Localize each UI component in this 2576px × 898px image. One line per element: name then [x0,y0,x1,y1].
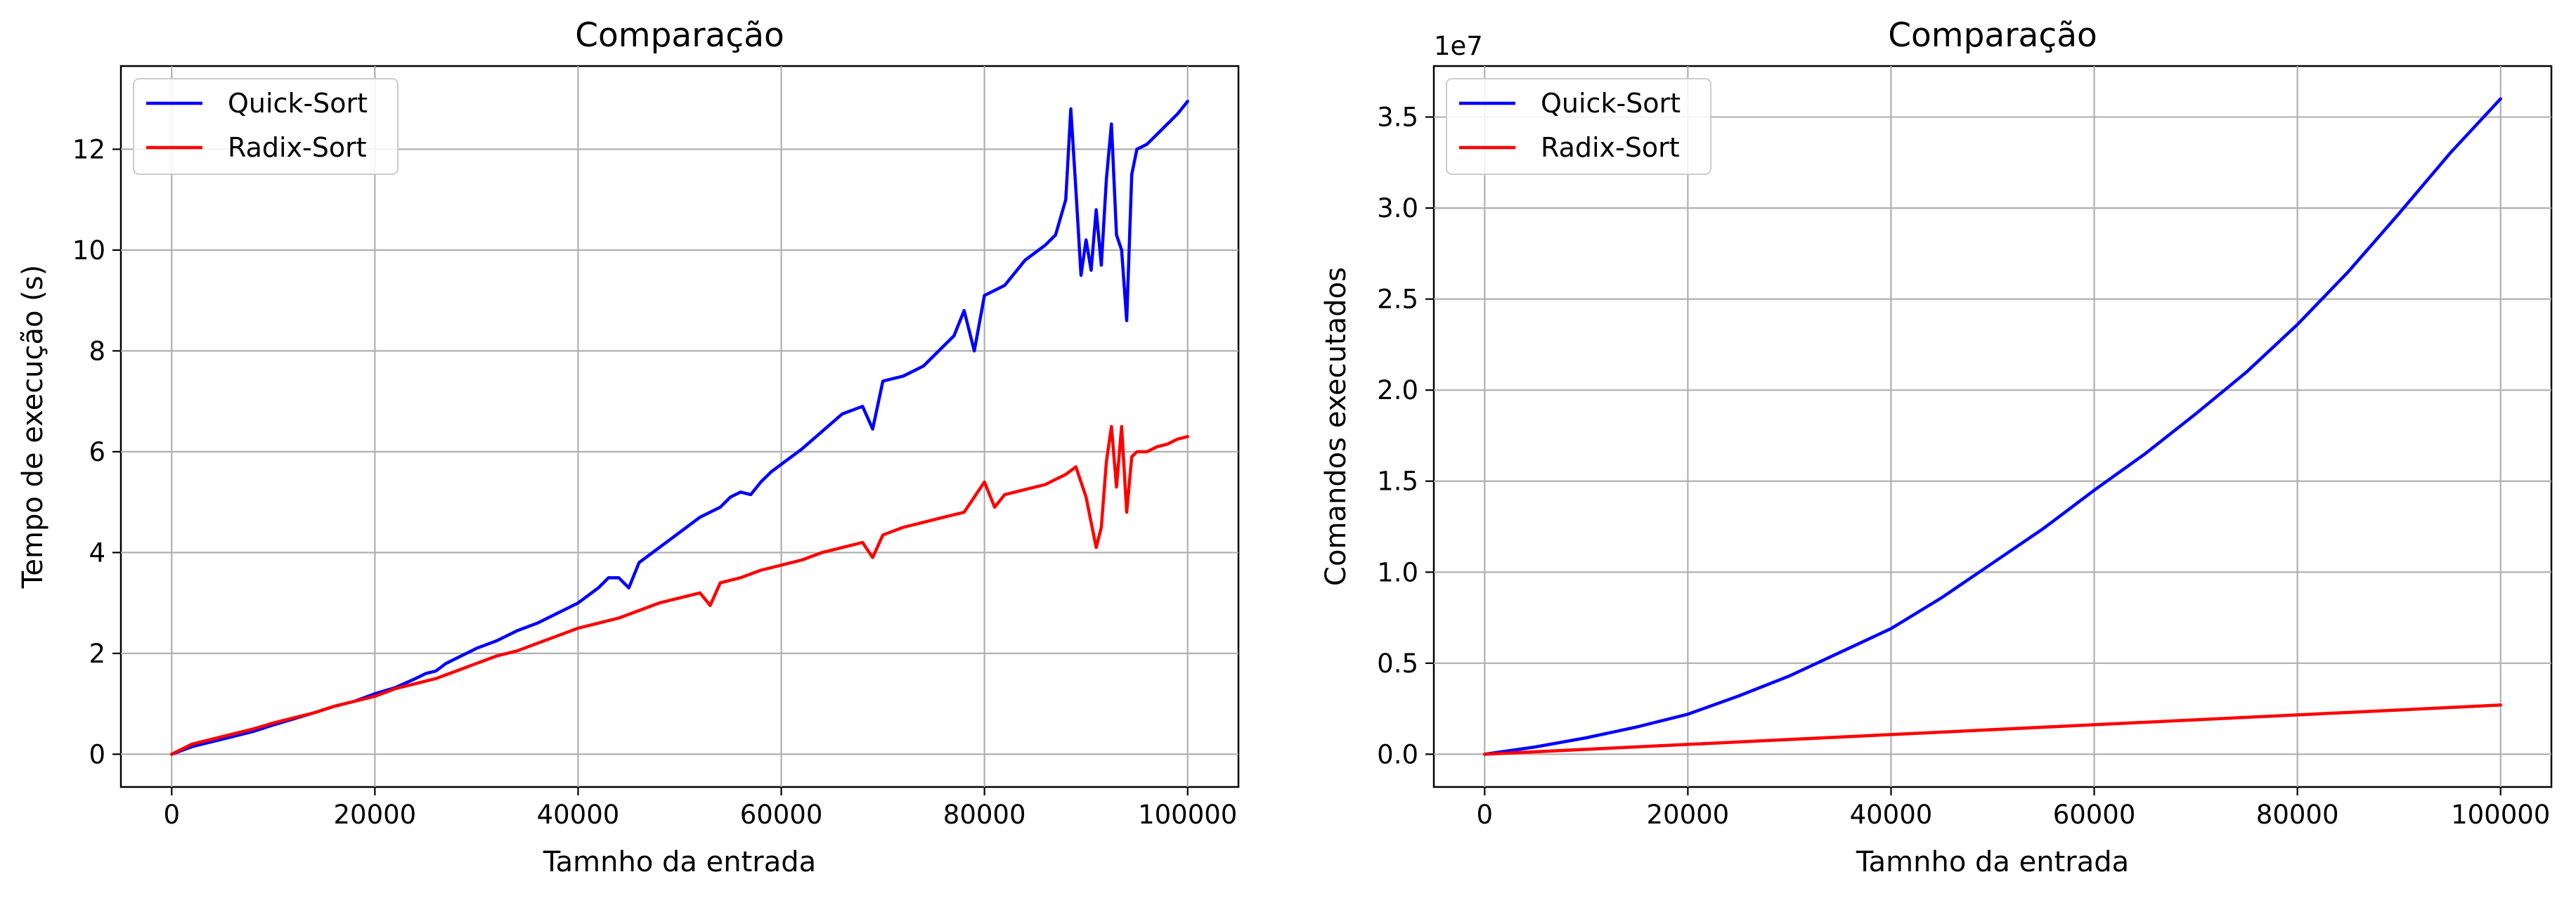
y-tick-label: 2.0 [1377,375,1418,405]
ticks-right: 0 20000 40000 60000 80000 100000 0.0 0.5 1.0 1.5 2… [1377,103,2550,830]
x-axis-label-right: Tamnho da entrada [1856,846,2129,878]
y-axis-label-left: Tempo de execução (s) [17,265,49,590]
y-tick-label: 3.5 [1377,103,1418,133]
series-line-radix-sort [1483,703,2502,756]
plot-area-right [1432,65,2553,788]
y-tick-label: 3.0 [1377,193,1418,223]
chart-left: 0 20000 40000 60000 80000 100000 0 2 4 6 8 10 12 Com… [17,16,1240,878]
y-tick-label: 12 [72,134,105,164]
y-axis-offset-right: 1e7 [1434,31,1483,61]
y-tick-label: 2.5 [1377,285,1418,315]
x-tick-label: 0 [163,800,180,830]
chart-right: 0 20000 40000 60000 80000 100000 0.0 0.5 1.0 1.5 2… [1320,16,2553,878]
x-tick-label: 20000 [1647,800,1730,830]
y-axis-label-right: Comandos executados [1320,267,1352,586]
x-tick-label: 40000 [1850,800,1933,830]
legend-label-quick-sort: Quick-Sort [1541,88,1681,119]
x-axis-label-left: Tamnho da entrada [543,846,816,878]
x-tick-label: 100000 [2451,800,2550,830]
x-tick-label: 40000 [537,800,620,830]
x-tick-label: 60000 [740,800,823,830]
x-tick-label: 100000 [1138,800,1237,830]
series-line-quick-sort [1483,97,2502,756]
chart-title-left: Comparação [575,16,784,55]
y-tick-label: 8 [89,336,105,366]
y-tick-label: 0 [89,739,105,769]
x-tick-label: 80000 [2256,800,2339,830]
legend-left: Quick-Sort Radix-Sort [133,78,399,175]
series-line-radix-sort [170,424,1189,756]
plot-area-left [119,65,1240,788]
y-tick-label: 1.5 [1377,467,1418,497]
x-tick-label: 60000 [2053,800,2136,830]
y-tick-label: 2 [89,639,105,669]
ticks-left: 0 20000 40000 60000 80000 100000 0 2 4 6 8 10 12 [72,134,1237,830]
x-tick-label: 20000 [334,800,417,830]
x-tick-label: 0 [1476,800,1493,830]
y-tick-label: 1.0 [1377,557,1418,587]
legend-label-radix-sort: Radix-Sort [228,132,367,163]
legend-right: Quick-Sort Radix-Sort [1446,78,1711,175]
series-left [170,99,1189,756]
legend-label-radix-sort: Radix-Sort [1541,132,1680,163]
y-tick-label: 4 [89,538,105,568]
chart-title-right: Comparação [1888,16,2097,55]
x-tick-label: 80000 [943,800,1026,830]
y-tick-label: 10 [72,235,105,266]
y-tick-label: 0.5 [1377,649,1418,679]
y-tick-label: 0.0 [1377,739,1418,769]
legend-label-quick-sort: Quick-Sort [228,88,368,119]
series-line-quick-sort [170,99,1189,756]
y-tick-label: 6 [89,437,105,467]
series-right [1483,97,2502,756]
